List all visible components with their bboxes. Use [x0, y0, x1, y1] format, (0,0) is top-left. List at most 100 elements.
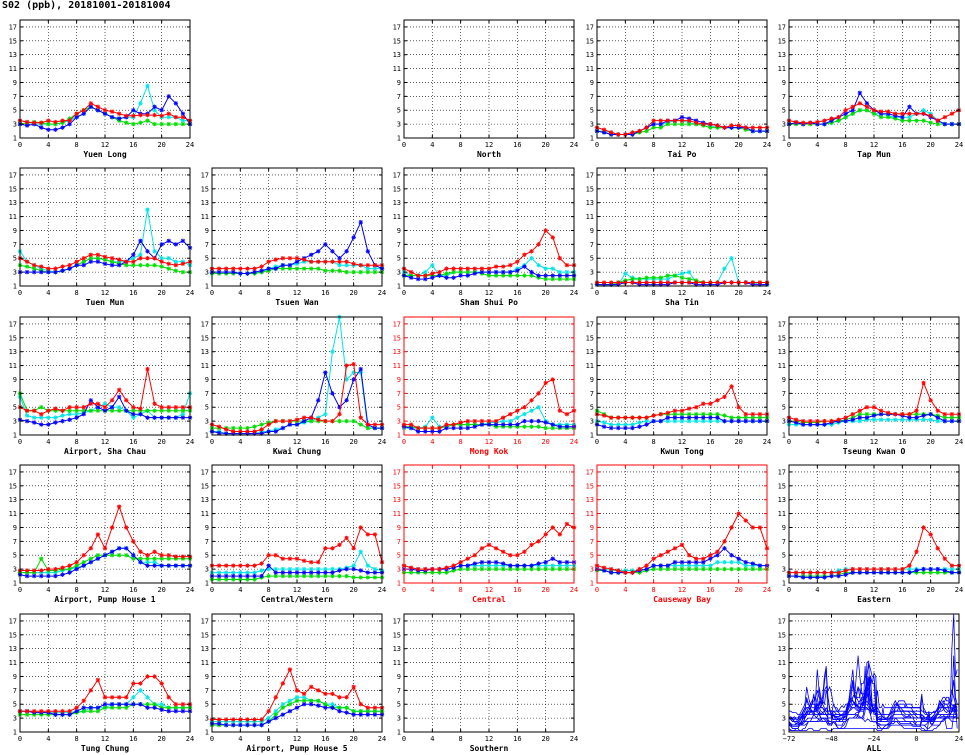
data-point [564, 273, 570, 278]
data-point [138, 681, 143, 686]
data-point [679, 542, 685, 548]
data-point [124, 113, 129, 118]
station-label: Yuen Long [83, 150, 127, 159]
x-tick-label: 8 [267, 289, 271, 297]
data-point [95, 252, 101, 257]
data-point [53, 415, 58, 420]
data-point [337, 695, 342, 700]
y-tick-label: 3 [205, 566, 209, 574]
data-point [252, 429, 257, 434]
data-point [39, 269, 44, 275]
data-point [522, 252, 527, 257]
data-point [836, 114, 841, 120]
data-point [60, 264, 65, 269]
data-point [109, 705, 115, 710]
data-point [81, 108, 86, 113]
y-tick-label: 3 [590, 418, 594, 426]
data-point [486, 266, 492, 271]
y-tick-label: 7 [205, 241, 209, 249]
y-tick-label: 3 [13, 269, 17, 277]
data-point [701, 121, 706, 127]
data-point [529, 273, 534, 278]
data-point [152, 262, 157, 268]
data-point [465, 563, 470, 568]
data-point [601, 413, 607, 418]
data-point [131, 556, 136, 561]
data-point [39, 411, 44, 417]
data-point [81, 553, 86, 558]
data-point [180, 114, 186, 120]
data-point [623, 271, 628, 276]
y-tick-label: 3 [782, 418, 786, 426]
data-point [294, 566, 300, 572]
data-point [280, 256, 286, 261]
y-tick-label: 5 [13, 552, 17, 560]
x-tick-label: 0 [18, 141, 22, 149]
y-tick-label: 15 [9, 334, 17, 342]
data-point [294, 259, 300, 264]
data-point [102, 546, 108, 551]
data-point [623, 570, 628, 575]
y-tick-label: 15 [393, 631, 401, 639]
data-point [522, 424, 527, 429]
data-point [515, 563, 520, 568]
data-point [231, 429, 236, 434]
y-tick-label: 9 [205, 227, 209, 235]
data-point [287, 708, 293, 714]
data-point [365, 712, 371, 717]
data-point [479, 266, 485, 271]
data-point [116, 695, 122, 700]
data-point [942, 114, 948, 120]
y-tick-label: 9 [13, 79, 17, 87]
y-tick-label: 13 [393, 645, 401, 653]
data-point [60, 118, 65, 123]
y-tick-label: 9 [782, 376, 786, 384]
x-tick-label: 12 [485, 586, 493, 594]
y-tick-label: 3 [590, 566, 594, 574]
data-point [907, 563, 912, 568]
data-point [885, 109, 891, 114]
data-point [672, 280, 678, 285]
data-point [757, 563, 763, 568]
y-tick-label: 1 [205, 432, 209, 440]
data-point [294, 417, 300, 422]
y-tick-label: 11 [393, 65, 401, 73]
data-point [287, 256, 293, 261]
data-point [259, 422, 264, 427]
data-point [109, 695, 115, 700]
data-point [529, 408, 534, 413]
data-point [550, 525, 555, 530]
data-point [486, 559, 492, 565]
y-tick-label: 7 [13, 687, 17, 695]
y-tick-label: 13 [201, 645, 209, 653]
y-tick-label: 9 [13, 524, 17, 532]
data-point [166, 238, 171, 244]
data-point [245, 570, 250, 575]
data-point [564, 559, 570, 565]
x-tick-label: 24 [186, 289, 194, 297]
data-point [102, 705, 108, 710]
x-tick-label: 20 [157, 438, 165, 446]
x-tick-label: 16 [129, 586, 137, 594]
data-point [630, 415, 635, 420]
data-point [273, 566, 278, 572]
data-point [564, 566, 570, 572]
x-tick-label: 16 [321, 735, 329, 743]
data-point [266, 553, 271, 558]
panel-frame [403, 19, 575, 139]
data-point [557, 273, 563, 278]
data-point [543, 266, 548, 271]
data-point [743, 566, 748, 572]
data-point [67, 118, 72, 123]
data-point [173, 121, 179, 127]
data-point [67, 570, 72, 575]
data-point [166, 415, 171, 420]
data-point [159, 553, 164, 558]
data-point [921, 118, 926, 123]
data-point [88, 398, 94, 403]
data-point [500, 415, 506, 420]
